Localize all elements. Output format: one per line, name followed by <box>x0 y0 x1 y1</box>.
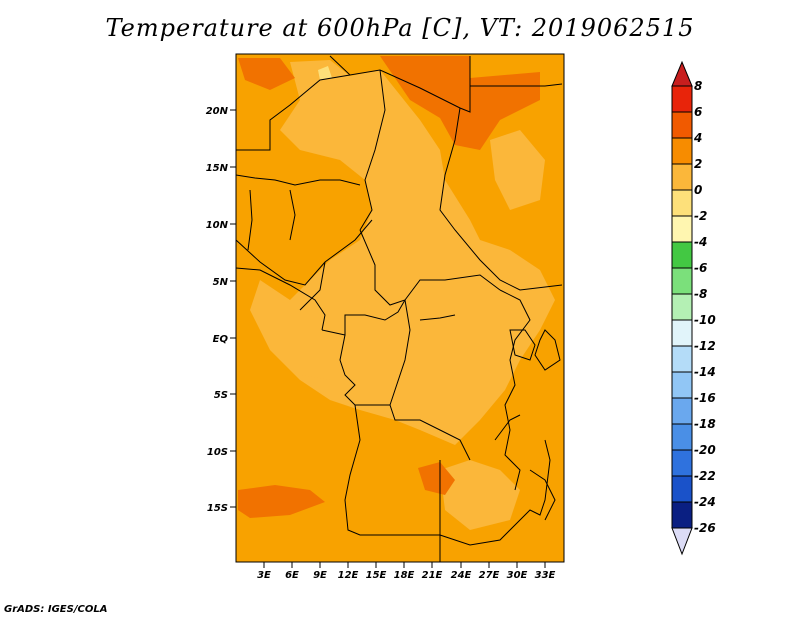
lat-label-10n: 10N <box>206 220 229 231</box>
lat-tick-10n: 10N <box>206 220 236 231</box>
lon-tick-18e: 18E <box>394 562 415 581</box>
lat-axis: 20N 15N 10N 5N EQ 5S 10S 15S <box>206 106 236 514</box>
colorbar-label: -12 <box>694 339 716 353</box>
colorbar-label: -20 <box>694 443 716 457</box>
shade-region-dark <box>238 58 295 90</box>
lon-label-12e: 12E <box>338 570 359 581</box>
shade-region-dark <box>238 485 325 518</box>
colorbar-segment <box>671 397 693 425</box>
colorbar-segment <box>671 423 693 451</box>
colorbar-label: -26 <box>694 521 716 535</box>
lon-tick-12e: 12E <box>338 562 359 581</box>
lon-label-30e: 30E <box>507 570 528 581</box>
shade-region-dark <box>418 462 455 495</box>
colorbar-segment <box>671 241 693 269</box>
colorbar-segment <box>671 371 693 399</box>
lon-label-9e: 9E <box>313 570 327 581</box>
lon-tick-15e: 15E <box>366 562 387 581</box>
colorbar-label: 6 <box>694 105 702 119</box>
colorbar-label: -16 <box>694 391 716 405</box>
colorbar-label: -18 <box>694 417 716 431</box>
lat-tick-5n: 5N <box>213 277 236 288</box>
lon-label-21e: 21E <box>422 570 443 581</box>
colorbar-segment <box>671 267 693 295</box>
shade-region-light <box>490 130 545 210</box>
colorbar-label: -14 <box>694 365 716 379</box>
colorbar-segment <box>671 475 693 503</box>
lon-tick-30e: 30E <box>507 562 528 581</box>
colorbar-label: -2 <box>694 209 707 223</box>
colorbar-label: -4 <box>694 235 707 249</box>
credit-label: GrADS: IGES/COLA <box>4 604 108 615</box>
lon-label-33e: 33E <box>535 570 556 581</box>
lat-tick-eq: EQ <box>213 334 236 345</box>
lon-tick-9e: 9E <box>313 562 327 581</box>
colorbar-label: 0 <box>694 183 702 197</box>
lat-label-5s: 5S <box>214 390 228 401</box>
colorbar-label: 8 <box>694 79 702 93</box>
lon-tick-21e: 21E <box>422 562 443 581</box>
colorbar-label: 2 <box>694 157 702 171</box>
lon-label-15e: 15E <box>366 570 387 581</box>
lon-label-6e: 6E <box>285 570 299 581</box>
lon-tick-6e: 6E <box>285 562 299 581</box>
colorbar-segment <box>671 215 693 243</box>
lon-tick-33e: 33E <box>535 562 556 581</box>
colorbar-segment <box>671 163 693 191</box>
shade-region-dark <box>380 56 540 150</box>
lon-label-24e: 24E <box>451 570 472 581</box>
colorbar-top-arrow <box>671 60 693 87</box>
lon-tick-3e: 3E <box>257 562 271 581</box>
colorbar-label: -24 <box>694 495 716 509</box>
lat-label-eq: EQ <box>213 334 229 345</box>
colorbar-segments <box>671 85 693 529</box>
lat-tick-5s: 5S <box>214 390 236 401</box>
colorbar: 8 6 4 2 0 -2 -4 -6 -8 -10 -12 -14 -16 -1… <box>671 60 716 556</box>
map-frame <box>235 53 565 563</box>
colorbar-segment <box>671 189 693 217</box>
chart-title: Temperature at 600hPa [C], VT: 201906251… <box>105 14 695 42</box>
lat-label-10s: 10S <box>207 447 228 458</box>
shade-region-light <box>280 300 350 380</box>
lon-tick-24e: 24E <box>451 562 472 581</box>
colorbar-segment <box>671 137 693 165</box>
colorbar-segment <box>671 293 693 321</box>
colorbar-label: -22 <box>694 469 716 483</box>
lat-tick-15n: 15N <box>206 163 236 174</box>
colorbar-label: 4 <box>693 131 702 145</box>
lat-label-20n: 20N <box>206 106 229 117</box>
lat-label-5n: 5N <box>213 277 229 288</box>
lon-label-3e: 3E <box>257 570 271 581</box>
shade-region-pale <box>318 66 332 80</box>
colorbar-segment <box>671 85 693 113</box>
lat-label-15n: 15N <box>206 163 229 174</box>
colorbar-bottom-arrow <box>671 527 693 556</box>
colorbar-segment <box>671 345 693 373</box>
lat-tick-15s: 15S <box>207 503 236 514</box>
colorbar-label: -10 <box>694 313 716 327</box>
colorbar-label: -8 <box>694 287 707 301</box>
colorbar-segment <box>671 319 693 347</box>
map-plot <box>235 53 565 563</box>
lat-tick-10s: 10S <box>207 447 236 458</box>
colorbar-label: -6 <box>694 261 707 275</box>
lat-label-15s: 15S <box>207 503 228 514</box>
colorbar-segment <box>671 111 693 139</box>
lat-tick-20n: 20N <box>206 106 236 117</box>
colorbar-segment <box>671 501 693 529</box>
lon-tick-27e: 27E <box>479 562 500 581</box>
colorbar-labels: 8 6 4 2 0 -2 -4 -6 -8 -10 -12 -14 -16 -1… <box>693 79 716 535</box>
lon-label-18e: 18E <box>394 570 415 581</box>
country-borders <box>235 55 563 562</box>
lon-axis: 3E 6E 9E 12E 15E 18E 21E 24E 27E 30E 33E <box>257 562 556 581</box>
colorbar-segment <box>671 449 693 477</box>
lon-label-27e: 27E <box>479 570 500 581</box>
shade-region-light <box>440 460 520 530</box>
